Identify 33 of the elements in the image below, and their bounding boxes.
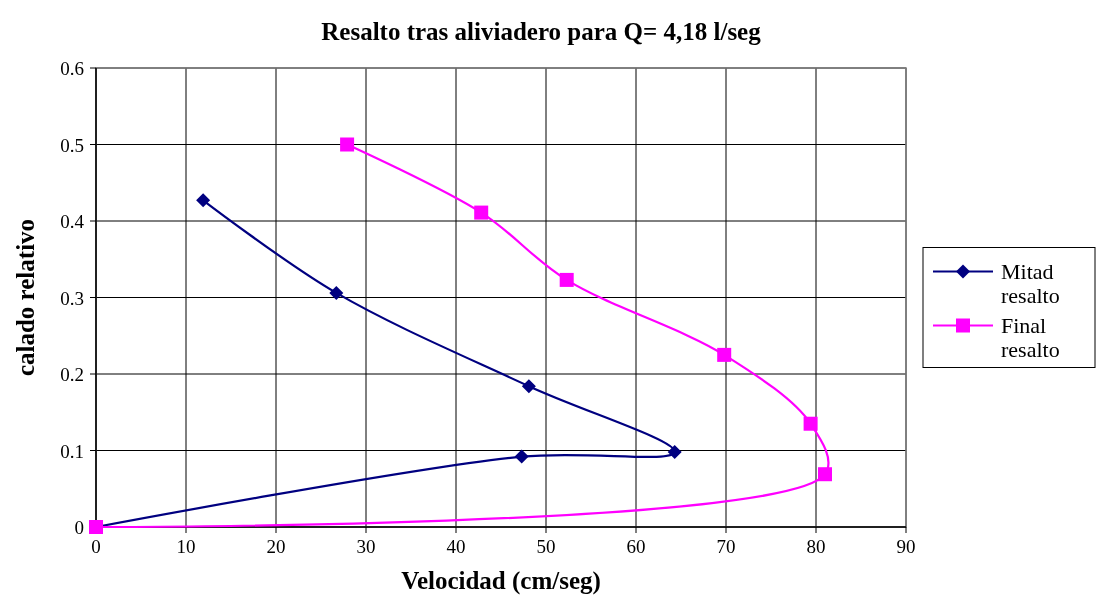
point bbox=[803, 416, 818, 431]
y-tick-label: 0.3 bbox=[60, 287, 84, 309]
legend-label: Final resalto bbox=[1001, 312, 1060, 362]
chart-title: Resalto tras aliviadero para Q= 4,18 l/seg bbox=[321, 18, 762, 45]
point bbox=[521, 379, 536, 394]
y-tick-label: 0.6 bbox=[60, 58, 84, 79]
legend-label: Mitad resalto bbox=[1001, 258, 1060, 308]
x-tick-label: 50 bbox=[536, 536, 556, 557]
y-tick-label: 0.2 bbox=[60, 364, 84, 385]
x-tick-label: 0 bbox=[91, 536, 101, 557]
y-tick-label: 0.5 bbox=[60, 134, 84, 156]
y-tick-label: 0.4 bbox=[60, 211, 85, 232]
point bbox=[514, 449, 529, 464]
point bbox=[818, 467, 832, 482]
x-axis-title: Velocidad (cm/seg) bbox=[401, 567, 601, 595]
point bbox=[340, 137, 355, 152]
point bbox=[329, 285, 344, 300]
point bbox=[474, 205, 489, 220]
x-tick-label: 60 bbox=[626, 536, 646, 557]
point bbox=[196, 193, 211, 208]
x-tick-label: 80 bbox=[806, 536, 826, 557]
y-axis-title: calado relativo bbox=[12, 218, 39, 377]
x-tick-label: 30 bbox=[356, 536, 376, 557]
x-tick-label: 90 bbox=[896, 536, 916, 557]
x-tick-label: 70 bbox=[716, 536, 736, 557]
x-tick-label: 20 bbox=[266, 536, 286, 557]
y-tick-label: 0.1 bbox=[60, 440, 84, 462]
y-tick-label: 0 bbox=[74, 517, 84, 538]
x-tick-label: 10 bbox=[176, 536, 196, 557]
point bbox=[559, 272, 574, 287]
x-tick-label: 40 bbox=[446, 536, 466, 557]
point bbox=[667, 445, 682, 460]
point bbox=[717, 347, 732, 362]
